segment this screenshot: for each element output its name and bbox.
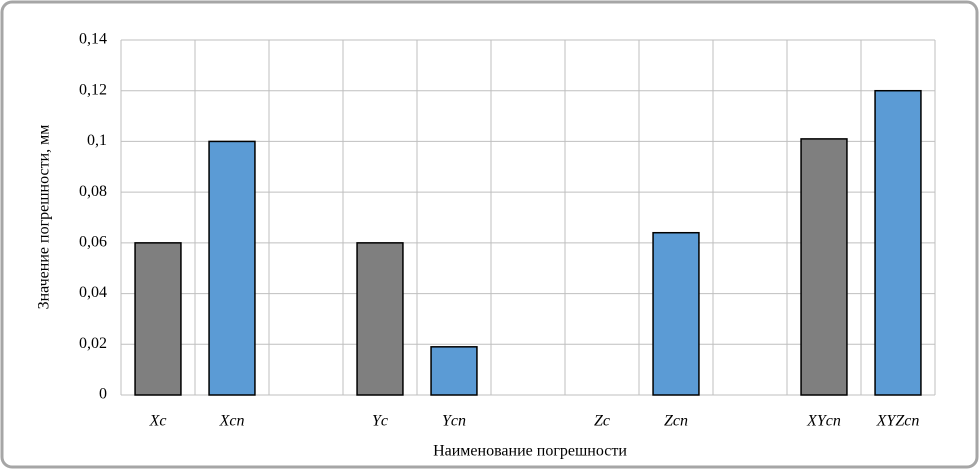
x-axis-label: Наименование погрешности: [433, 443, 627, 460]
y-tick-label: 0,1: [87, 132, 107, 149]
y-tick-label: 0,12: [79, 81, 107, 98]
y-tick-label: 0,08: [79, 183, 107, 200]
bar: [430, 346, 478, 396]
bar: [134, 242, 182, 396]
y-tick-label: 0,06: [79, 234, 107, 251]
bar: [356, 242, 404, 396]
bar: [652, 231, 700, 396]
y-tick-label: 0,04: [79, 284, 107, 301]
y-tick-label: 0: [99, 386, 107, 403]
x-tick-label: XYZcп: [876, 413, 920, 430]
y-tick-label: 0,02: [79, 335, 107, 352]
bar: [874, 89, 922, 396]
x-tick-label: Xc: [149, 413, 167, 430]
y-tick-label: 0,14: [79, 31, 107, 48]
x-tick-label: Yc: [372, 413, 388, 430]
x-tick-label: XYcп: [806, 413, 841, 430]
x-tick-label: Zcп: [664, 413, 688, 430]
y-axis-label: Значение погрешности, мм: [36, 125, 53, 310]
bar: [800, 138, 848, 396]
x-tick-label: Ycп: [442, 413, 466, 430]
x-tick-label: Xcп: [219, 413, 245, 430]
x-tick-label: Zc: [594, 413, 610, 430]
bar: [208, 140, 256, 396]
